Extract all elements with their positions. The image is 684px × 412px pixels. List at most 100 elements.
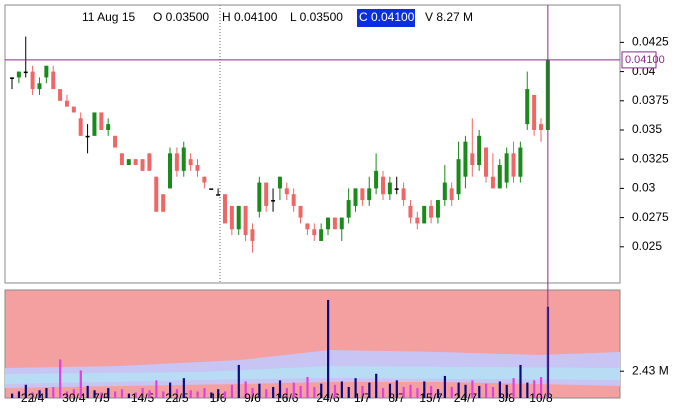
candle-body: [518, 147, 523, 177]
candle-body: [264, 182, 269, 206]
candle-body: [140, 159, 145, 171]
volume-bar: [354, 378, 357, 398]
volume-bar: [423, 381, 426, 398]
volume-bar: [491, 386, 495, 398]
x-tick-label: 14/5: [131, 391, 155, 405]
volume-bar: [313, 386, 316, 398]
header-close: C 0.04100: [359, 10, 415, 24]
candle-body: [71, 106, 76, 113]
candle-body: [222, 194, 227, 224]
candle-body: [442, 182, 447, 201]
x-tick-label: 3/8: [498, 391, 515, 405]
volume-bar: [402, 386, 405, 398]
candle-body: [277, 176, 282, 189]
x-tick-label: 24/7: [454, 391, 478, 405]
candle-body: [10, 77, 14, 79]
x-tick-label: 16/6: [275, 391, 299, 405]
candle-body: [339, 217, 344, 230]
candle-body: [78, 118, 83, 136]
volume-bar: [409, 384, 412, 398]
volume-bar: [333, 384, 337, 398]
candle-body: [511, 153, 516, 177]
volume-bar: [436, 389, 440, 398]
candle-body: [257, 182, 262, 212]
volume-bar: [230, 384, 234, 398]
volume-bar: [223, 391, 227, 398]
volume-bar: [134, 392, 137, 398]
volume-bar: [148, 390, 151, 398]
candle-body: [463, 141, 468, 177]
candle-body: [236, 205, 241, 230]
candle-body: [319, 229, 324, 241]
price-panel: [4, 4, 621, 284]
volume-bar: [464, 384, 467, 398]
volume-bar: [65, 391, 69, 398]
volume-bar: [306, 377, 309, 398]
candle-body: [168, 153, 173, 189]
volume-bar: [533, 380, 536, 398]
volume-bar: [361, 385, 364, 398]
volume-bar: [485, 383, 488, 398]
candle-body: [477, 135, 482, 166]
volume-bar: [169, 382, 172, 398]
volume-bar: [11, 393, 14, 398]
volume-bar: [244, 381, 247, 398]
candle-body: [16, 71, 21, 78]
candle-body: [380, 176, 385, 195]
x-tick-label: 22/4: [21, 391, 45, 405]
candle-body: [305, 223, 310, 230]
volume-bar: [189, 390, 192, 398]
volume-bar: [430, 385, 433, 398]
volume-bar: [17, 391, 21, 398]
header-date: 11 Aug 15: [82, 10, 135, 24]
volume-bar: [217, 389, 220, 398]
candle-body: [250, 229, 255, 241]
header-high: H 0.04100: [222, 10, 278, 24]
volume-bar: [24, 384, 27, 398]
candle-body: [298, 205, 303, 218]
candle-body: [99, 112, 104, 130]
volume-bar: [162, 391, 165, 398]
volume-bar: [155, 380, 158, 398]
crosshair-label-box: [621, 51, 657, 69]
candle-body: [456, 159, 461, 195]
candle-body: [353, 188, 358, 206]
candle-body: [504, 153, 509, 183]
x-tick-label: 15/7: [419, 391, 443, 405]
candle-body: [415, 217, 420, 224]
volume-bar: [416, 388, 419, 398]
candle-body: [119, 153, 124, 166]
candle-body: [435, 200, 440, 218]
y-tick-label: 0.0275: [632, 210, 669, 224]
candle-body: [394, 188, 399, 190]
candle-body: [449, 188, 454, 201]
candle-body: [429, 205, 434, 218]
volume-bar: [120, 389, 124, 398]
candle-body: [387, 182, 392, 195]
candle-body: [229, 205, 234, 230]
candle-body: [113, 135, 118, 148]
y-tick-label: 0.025: [632, 239, 662, 253]
volume-bar: [450, 386, 453, 398]
y-tick-label: 0.0425: [632, 35, 669, 49]
candle-body: [284, 188, 289, 195]
volume-bar: [272, 386, 275, 398]
candle-body: [195, 165, 200, 171]
volume-bar: [539, 377, 543, 398]
candle-body: [147, 153, 152, 171]
volume-bar: [38, 390, 41, 398]
y-tick-label: 0.0375: [632, 93, 669, 107]
candle-body: [58, 89, 63, 101]
candle-body: [216, 194, 221, 196]
volume-bar: [210, 392, 213, 398]
volume-bar: [299, 385, 302, 398]
volume-bar: [285, 388, 288, 398]
volume-bar: [72, 389, 76, 398]
candle-body: [126, 159, 131, 166]
volume-bar: [52, 386, 55, 398]
volume-bar: [347, 386, 350, 398]
volume-bar: [388, 383, 392, 398]
volume-bar: [505, 384, 508, 398]
header-volume: V 8.27 M: [425, 10, 473, 24]
candle-body: [64, 100, 69, 107]
